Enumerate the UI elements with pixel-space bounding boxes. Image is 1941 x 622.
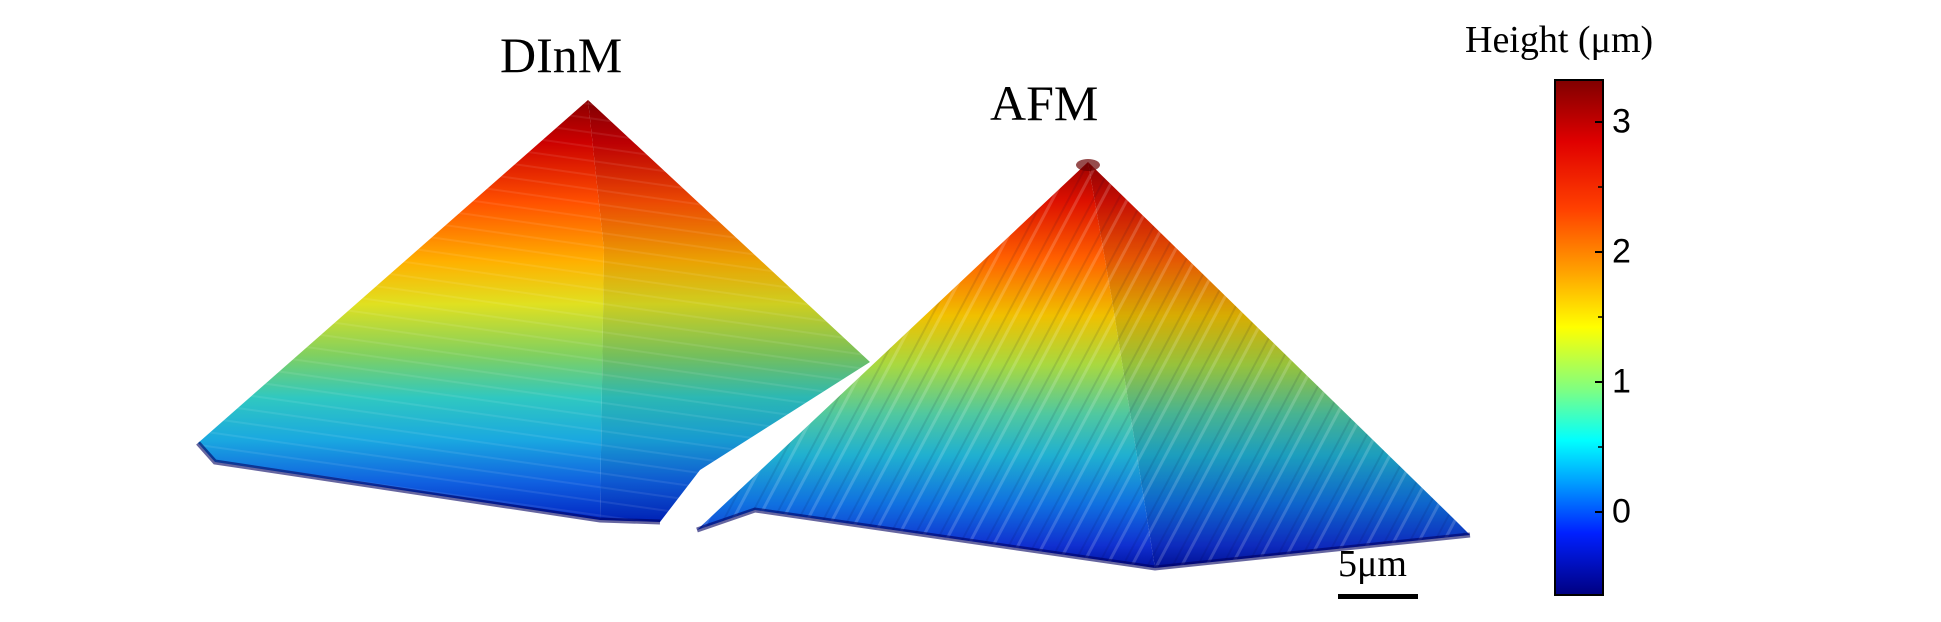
- colorbar-tick-label: 1: [1612, 362, 1631, 401]
- colorbar-tick-label: 2: [1612, 232, 1631, 271]
- dinm-title: DInM: [500, 27, 623, 83]
- scale-bar-label: 5μm: [1338, 543, 1407, 585]
- colorbar-title: Height (μm): [1465, 19, 1654, 61]
- colorbar-tick-label: 3: [1612, 102, 1631, 141]
- colorbar-gradient: [1554, 79, 1604, 596]
- scale-bar: [1338, 594, 1418, 599]
- afm-title: AFM: [990, 75, 1099, 131]
- dinm-pyramid: [196, 100, 870, 525]
- colorbar-tick-label: 0: [1612, 492, 1631, 531]
- afm-pyramid: [696, 159, 1471, 571]
- colorbar: [1554, 79, 1604, 596]
